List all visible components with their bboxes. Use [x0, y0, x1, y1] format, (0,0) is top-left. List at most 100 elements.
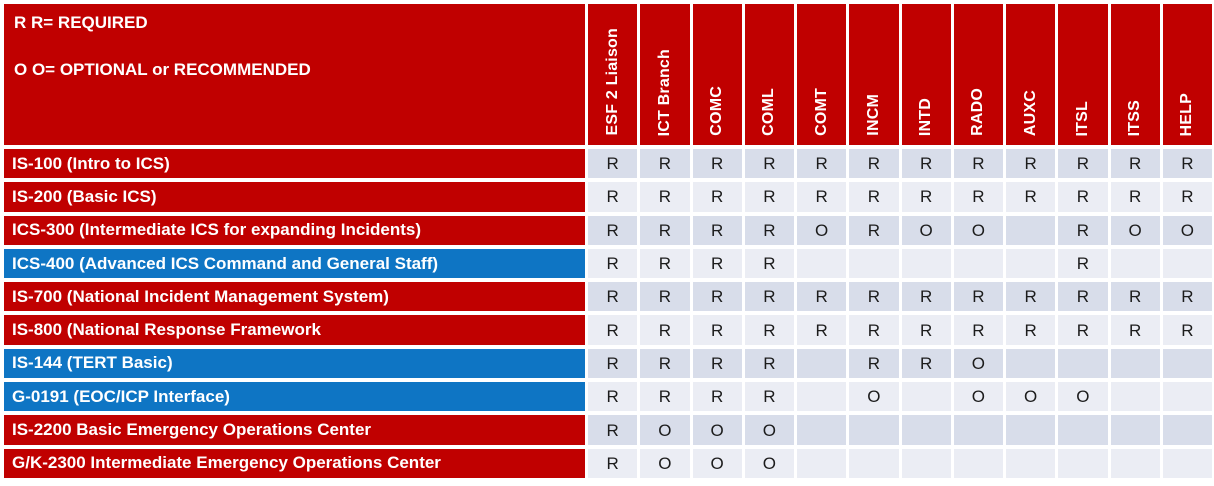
requirement-cell: R: [901, 149, 951, 179]
column-header-ict-branch: ICT Branch: [640, 4, 690, 145]
requirement-cell: [1110, 348, 1160, 379]
requirement-cell: [953, 448, 1003, 478]
course-row-label: ICS-300 (Intermediate ICS for expanding …: [4, 215, 585, 245]
requirement-cell: R: [744, 149, 794, 179]
column-header-label: HELP: [1178, 92, 1196, 136]
requirement-cell: R: [588, 448, 638, 478]
requirement-cell: O: [953, 348, 1003, 379]
requirement-cell: [1006, 348, 1056, 379]
column-header-incm: INCM: [849, 4, 899, 145]
column-header-label: ITSL: [1073, 100, 1091, 136]
column-header-label: INTD: [917, 97, 935, 136]
column-header-help: HELP: [1162, 4, 1212, 145]
requirement-cell: [1110, 415, 1160, 445]
column-header-label: COML: [760, 88, 778, 136]
column-header-esf-2-liaison: ESF 2 Liaison: [588, 4, 638, 145]
course-row-label: IS-144 (TERT Basic): [4, 348, 585, 379]
course-row-label: IS-100 (Intro to ICS): [4, 149, 585, 179]
course-row-label: IS-2200 Basic Emergency Operations Cente…: [4, 415, 585, 445]
column-header-comc: COMC: [692, 4, 742, 145]
requirement-cell: R: [797, 182, 847, 212]
requirement-cell: [1110, 248, 1160, 279]
requirement-cell: O: [640, 415, 690, 445]
requirement-cell: R: [849, 315, 899, 345]
requirement-cell: [901, 382, 951, 412]
requirement-cell: R: [692, 182, 742, 212]
course-row-label: G/K-2300 Intermediate Emergency Operatio…: [4, 448, 585, 478]
requirement-cell: R: [744, 382, 794, 412]
requirement-cell: O: [953, 215, 1003, 245]
requirement-cell: R: [692, 348, 742, 379]
requirement-cell: R: [1006, 282, 1056, 312]
requirement-cell: O: [1006, 382, 1056, 412]
requirement-cell: R: [744, 182, 794, 212]
requirement-cell: R: [640, 182, 690, 212]
requirement-cell: [849, 448, 899, 478]
requirement-cell: R: [953, 315, 1003, 345]
requirement-cell: O: [1058, 382, 1108, 412]
requirement-cell: [901, 415, 951, 445]
requirement-cell: R: [849, 348, 899, 379]
column-header-label: RADO: [969, 88, 987, 136]
requirement-cell: R: [849, 282, 899, 312]
requirement-cell: O: [849, 382, 899, 412]
column-header-coml: COML: [744, 4, 794, 145]
requirement-cell: R: [692, 215, 742, 245]
requirement-cell: R: [588, 415, 638, 445]
requirement-cell: O: [797, 215, 847, 245]
column-header-label: ITSS: [1126, 99, 1144, 136]
requirement-cell: R: [640, 149, 690, 179]
requirement-cell: R: [744, 282, 794, 312]
requirement-cell: R: [1110, 282, 1160, 312]
requirement-cell: [953, 415, 1003, 445]
requirement-cell: [1110, 448, 1160, 478]
column-header-label: COMC: [708, 86, 726, 136]
column-header-comt: COMT: [797, 4, 847, 145]
requirement-cell: R: [588, 382, 638, 412]
requirement-cell: [901, 448, 951, 478]
column-header-label: ESF 2 Liaison: [603, 28, 621, 136]
requirement-cell: R: [640, 282, 690, 312]
column-header-label: AUXC: [1021, 89, 1039, 136]
requirement-cell: R: [1058, 282, 1108, 312]
requirement-cell: [797, 382, 847, 412]
requirement-cell: R: [588, 315, 638, 345]
requirement-cell: [1058, 348, 1108, 379]
requirement-cell: R: [1058, 182, 1108, 212]
requirement-cell: O: [744, 448, 794, 478]
requirement-cell: [1058, 448, 1108, 478]
requirement-cell: R: [1058, 248, 1108, 279]
requirement-cell: R: [588, 348, 638, 379]
requirement-cell: R: [901, 315, 951, 345]
legend-required-text: R R= REQUIRED: [14, 13, 148, 32]
requirement-cell: R: [744, 315, 794, 345]
requirement-cell: [1162, 348, 1212, 379]
requirement-cell: R: [953, 149, 1003, 179]
legend-optional-text: O O= OPTIONAL or RECOMMENDED: [14, 60, 311, 80]
requirement-cell: R: [1058, 315, 1108, 345]
requirement-cell: [901, 248, 951, 279]
requirement-cell: R: [953, 282, 1003, 312]
requirement-cell: R: [849, 215, 899, 245]
requirement-cell: R: [953, 182, 1003, 212]
requirement-cell: R: [1006, 182, 1056, 212]
requirement-cell: R: [640, 215, 690, 245]
column-header-itss: ITSS: [1110, 4, 1160, 145]
requirement-cell: R: [692, 315, 742, 345]
requirement-cell: R: [849, 149, 899, 179]
requirement-cell: R: [588, 282, 638, 312]
requirement-cell: R: [744, 348, 794, 379]
requirement-cell: R: [692, 282, 742, 312]
requirement-cell: [1162, 248, 1212, 279]
requirement-cell: R: [1006, 315, 1056, 345]
requirement-cell: R: [1006, 149, 1056, 179]
requirement-cell: O: [1162, 215, 1212, 245]
requirement-cell: [797, 348, 847, 379]
requirement-cell: R: [588, 149, 638, 179]
requirement-cell: R: [640, 348, 690, 379]
requirement-cell: R: [797, 149, 847, 179]
requirement-cell: [1162, 448, 1212, 478]
requirement-cell: R: [1110, 315, 1160, 345]
requirement-cell: R: [1162, 315, 1212, 345]
